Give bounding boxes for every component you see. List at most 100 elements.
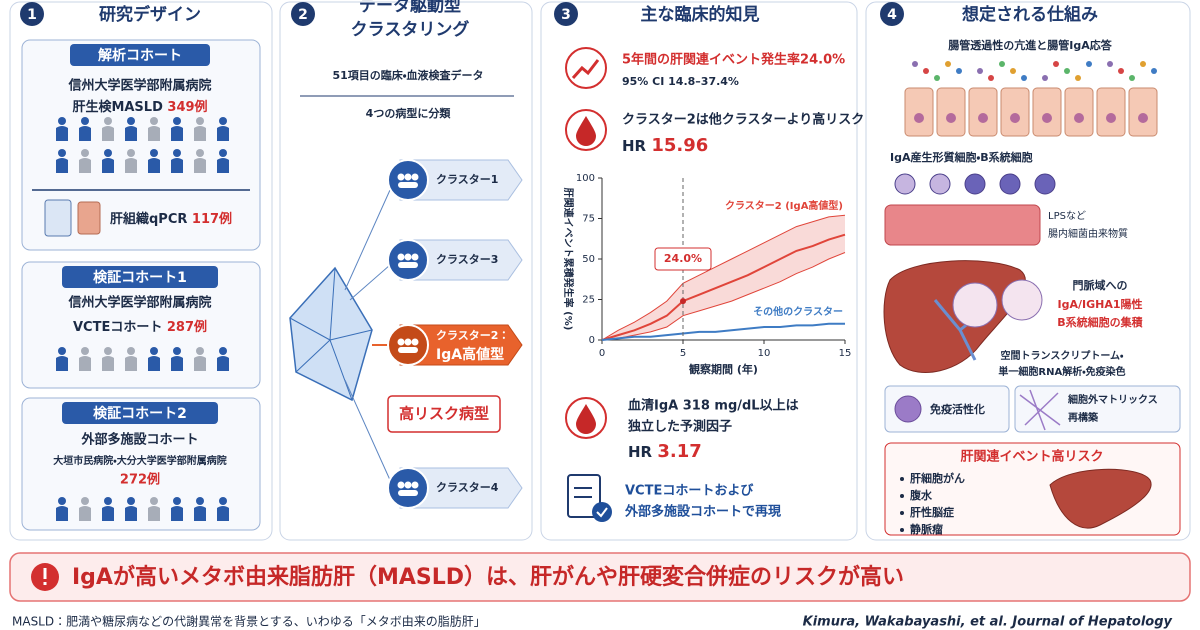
cohort-heading: 検証コホート1: [93, 269, 187, 286]
person-head: [219, 497, 227, 505]
person-body: [171, 356, 183, 371]
bullet: [900, 528, 904, 532]
epithelial-cell: [904, 87, 934, 137]
bacteria: [1021, 75, 1027, 81]
bacteria: [1010, 68, 1016, 74]
check-badge: [592, 502, 612, 522]
person-body: [102, 126, 114, 141]
cohort-line: 信州大学医学部附属病院: [67, 295, 211, 311]
tissue-sample: [77, 201, 101, 235]
panel-title: 想定される仕組み: [962, 4, 1098, 25]
step-badge: [291, 2, 315, 26]
alert-mark: [43, 568, 47, 579]
cumulative-incidence-chart: 0 25 50 75 100 0 5 10 15 観察期間 (年) 肝関連イベント累積発生率 (%)…: [562, 173, 851, 376]
series-label: その他のクラスター: [753, 305, 843, 318]
finding-main: クラスター2は他クラスターより高リスク: [622, 112, 864, 128]
epithelial-cell: [936, 87, 966, 137]
bullet: [900, 477, 904, 481]
person-body: [56, 126, 68, 141]
person-head: [104, 117, 112, 125]
person-body: [217, 506, 229, 521]
person-head: [150, 497, 158, 505]
y-tick-label: 75: [582, 214, 595, 225]
cell-nucleus: [1074, 113, 1084, 123]
cluster-sublabel: IgA高値型: [436, 346, 504, 363]
finding-main: 5年間の肝関連イベント発生率24.0%: [622, 52, 845, 68]
epithelial-cell: [1032, 87, 1062, 137]
person-body: [102, 356, 114, 371]
cohort-heading-bg: [62, 402, 218, 424]
series-label: クラスター2 (IgA高値型): [725, 199, 843, 212]
person-body: [217, 126, 229, 141]
person-head: [127, 347, 135, 355]
cluster-person: [404, 481, 412, 489]
cohort-heading-bg: [62, 266, 218, 288]
epithelial-cell: [1064, 87, 1094, 137]
person-head: [196, 149, 204, 157]
bullet: [900, 494, 904, 498]
cohort-line: 肝生検MASLD 349例: [72, 99, 207, 115]
effect-box: [1014, 385, 1181, 433]
annotation-label: 24.0%: [664, 252, 702, 265]
mechanism-step: IgA産生形質細胞・B系統細胞: [890, 150, 1033, 164]
cell-nucleus: [1010, 113, 1020, 123]
cohort-line: 外部多施設コホート: [80, 432, 198, 448]
person-body: [148, 356, 160, 371]
x-tick-label: 15: [839, 348, 852, 359]
epithelial-cell: [1128, 87, 1158, 137]
step-number: 3: [561, 7, 571, 23]
analysis-label: 空間トランスクリプトーム・: [1001, 349, 1124, 362]
liver-damaged: [1049, 468, 1152, 529]
cohort-line: VCTEコホート 287例: [73, 319, 207, 335]
series-line: [601, 233, 846, 341]
bacteria: [1140, 61, 1146, 67]
cluster-person: [397, 253, 405, 261]
ci-upper: [601, 214, 846, 341]
magnified-view: [1001, 279, 1043, 321]
bacteria: [1053, 61, 1059, 67]
step-number: 2: [298, 7, 308, 23]
b-cell: [894, 173, 916, 195]
cluster-person: [411, 253, 419, 261]
bacteria: [912, 61, 918, 67]
bacteria: [934, 75, 940, 81]
cohort-line: 肝生検MASLD: [72, 99, 163, 115]
bacteria: [945, 61, 951, 67]
cohort-heading: 検証コホート2: [93, 405, 187, 422]
series-line: [601, 322, 845, 341]
step-number: 4: [887, 7, 897, 23]
person-head: [219, 117, 227, 125]
cluster-label: クラスター4: [436, 481, 499, 494]
person-body: [102, 506, 114, 521]
annotation-box: [654, 247, 712, 271]
crystal-edge: [295, 339, 331, 373]
cluster-person: [398, 262, 418, 268]
cluster-person: [397, 338, 405, 346]
cell-nucleus: [978, 113, 988, 123]
person-head: [81, 149, 89, 157]
step-badge: [880, 2, 904, 26]
person-head: [58, 117, 66, 125]
person-body: [125, 126, 137, 141]
mechanism-step: 腸管透過性の亢進と腸管IgA応答: [948, 38, 1112, 52]
b-cell: [1034, 173, 1056, 195]
cluster-person: [397, 173, 405, 181]
conclusion-banner: [9, 552, 1191, 602]
effect-label: 免疫活性化: [929, 402, 985, 416]
person-head: [104, 497, 112, 505]
cluster-person: [398, 490, 418, 496]
person-body: [125, 158, 137, 173]
person-head: [58, 149, 66, 157]
pcr-line: 肝組織qPCR 117例: [110, 211, 232, 227]
cohort-heading: 解析コホート: [97, 47, 182, 64]
finding-ci: 95% CI 14.8–37.4%: [622, 75, 739, 88]
bacteria: [1086, 61, 1092, 67]
person-body: [148, 126, 160, 141]
person-head: [219, 347, 227, 355]
hr-label: HR: [622, 137, 647, 155]
person-body: [79, 356, 91, 371]
person-head: [127, 497, 135, 505]
cell-nucleus: [1106, 113, 1116, 123]
